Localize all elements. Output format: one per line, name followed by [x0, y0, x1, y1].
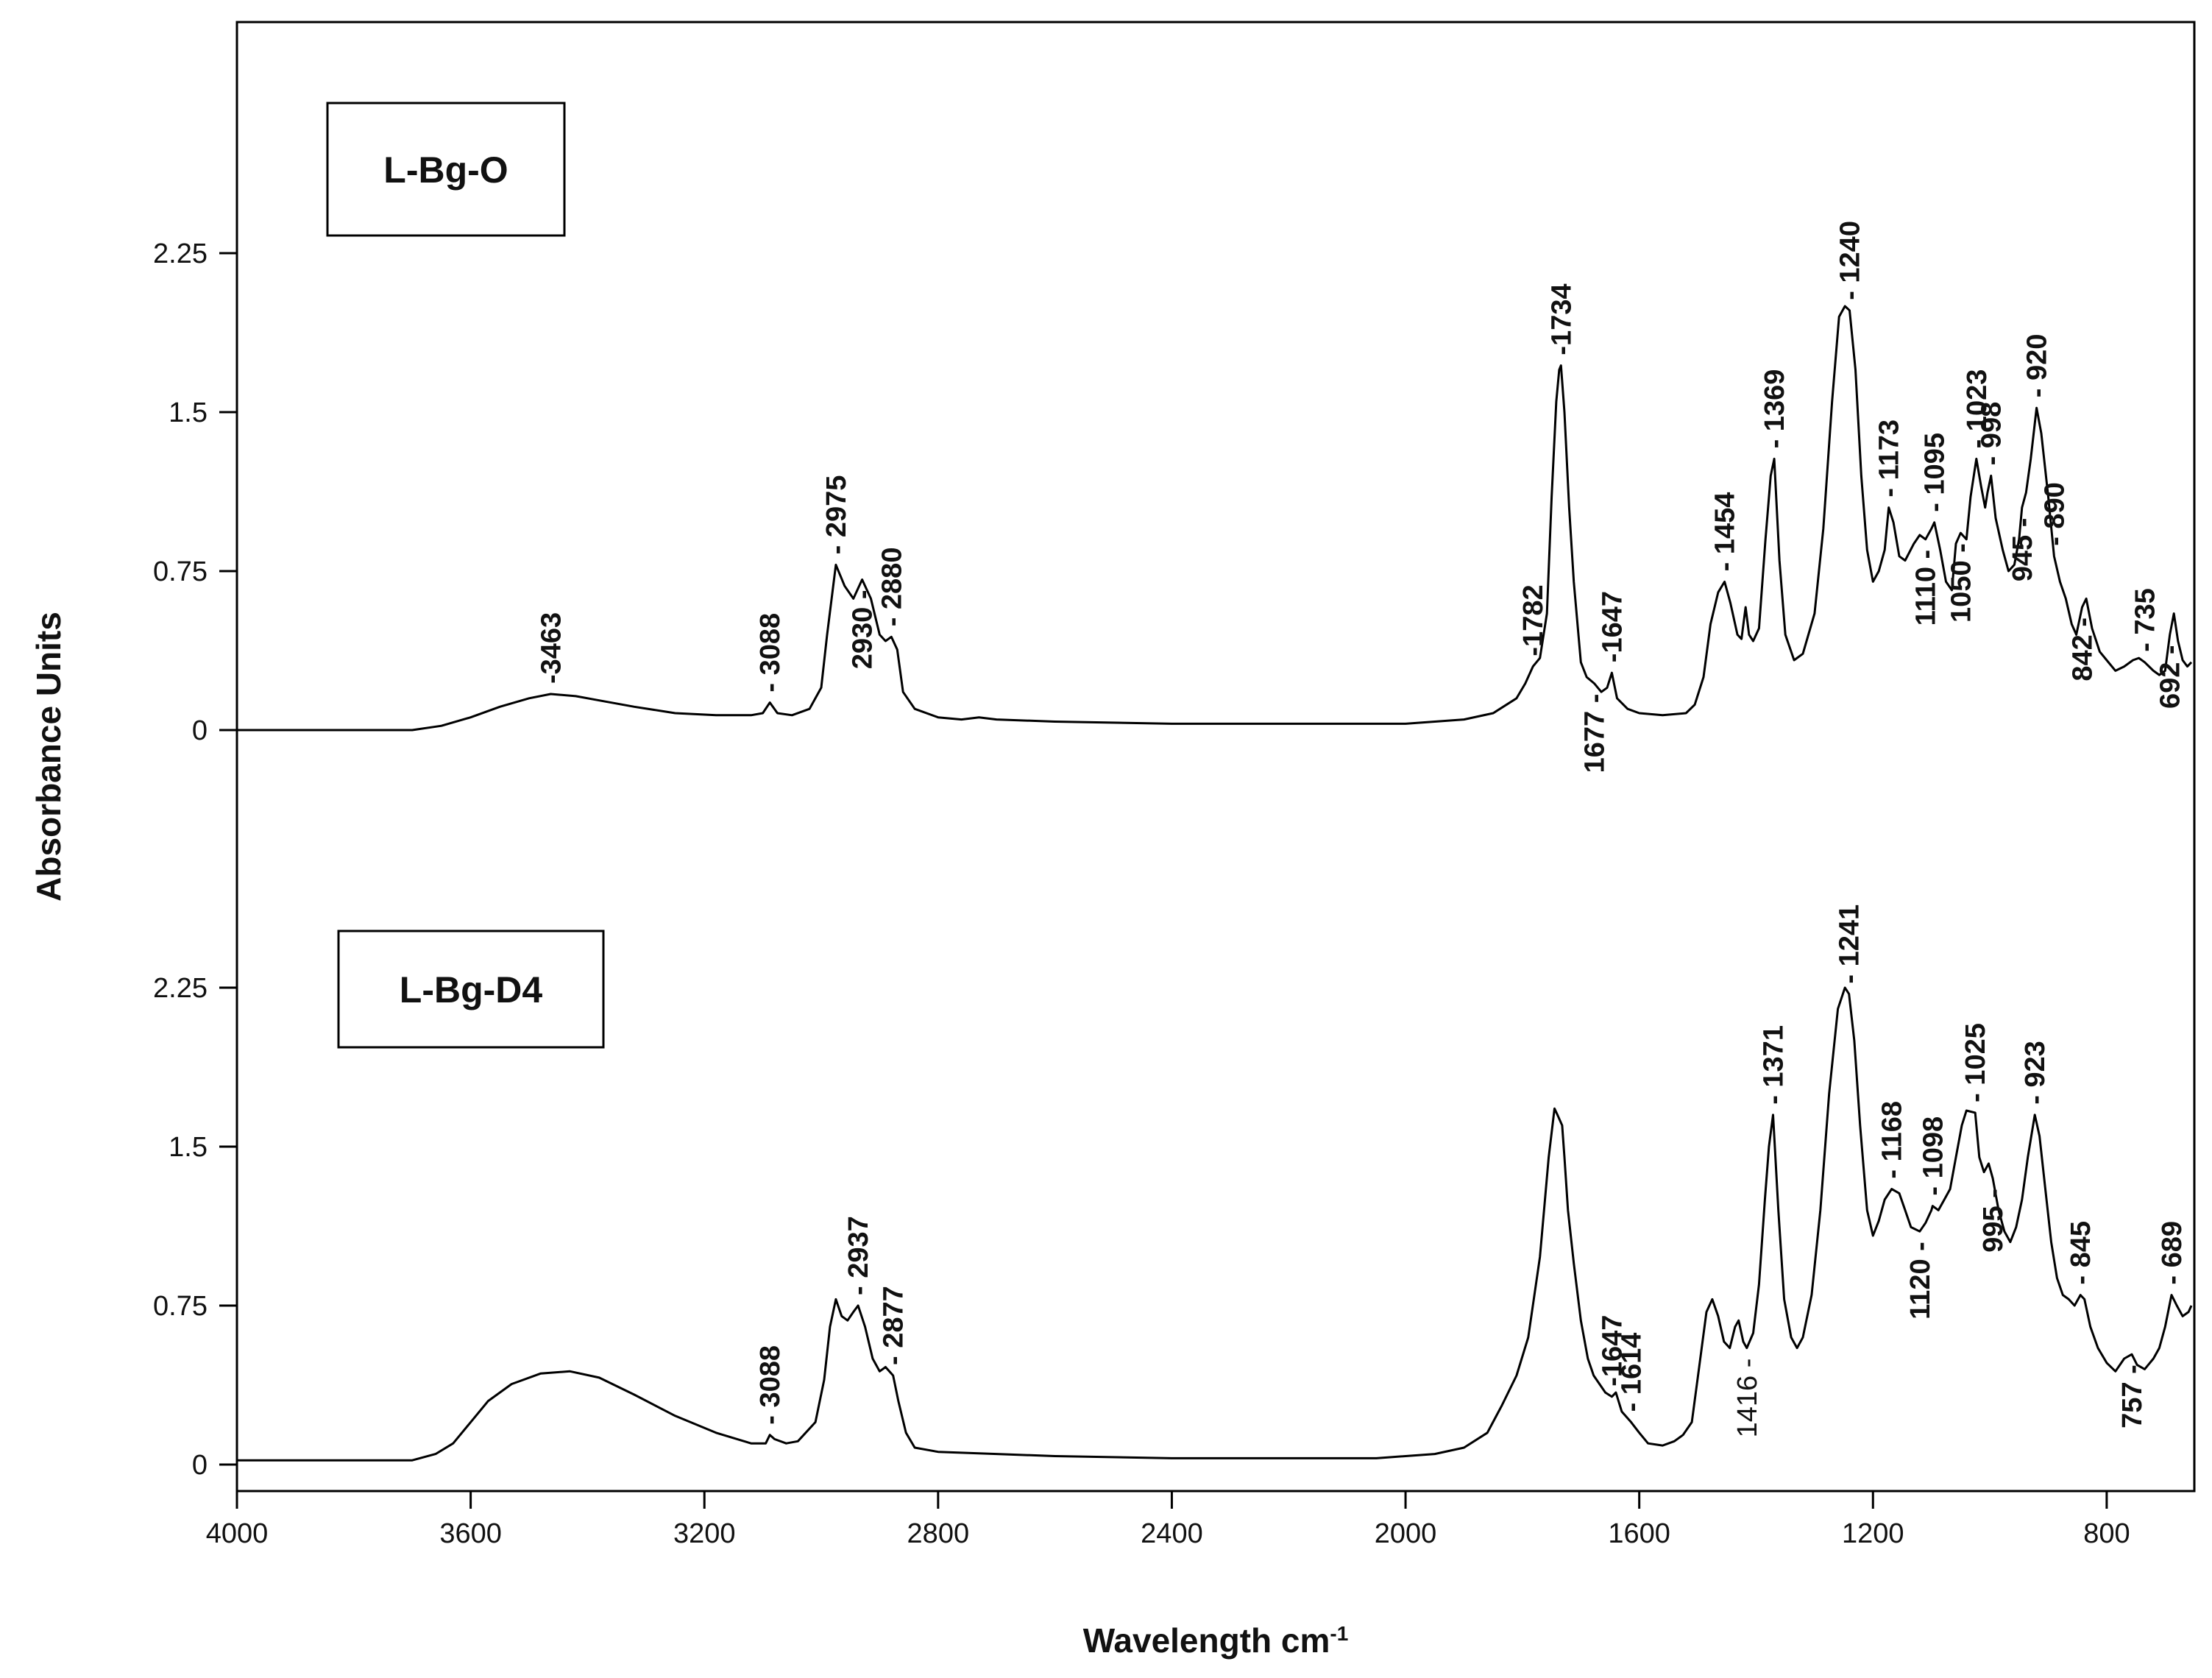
peak-label: - 890 — [2039, 482, 2070, 546]
peak-label: -1782 — [1518, 584, 1549, 656]
y-tick-label: 2.25 — [153, 238, 208, 269]
x-tick-label: 1600 — [1608, 1518, 1670, 1549]
peak-label: 842 - — [2068, 617, 2099, 682]
x-tick-label: 1200 — [1842, 1518, 1904, 1549]
x-tick-label: 800 — [2083, 1518, 2130, 1549]
peak-label: 1120 - — [1905, 1242, 1936, 1320]
peak-label: - 845 — [2066, 1221, 2096, 1285]
peak-label: 1050 - — [1946, 543, 1977, 623]
peak-label: - 1454 — [1710, 492, 1741, 572]
peak-label: 757 - — [2117, 1364, 2148, 1429]
peak-label: -3463 — [536, 612, 567, 684]
plot-frame — [235, 21, 2196, 1493]
peak-label: - 689 — [2157, 1221, 2188, 1285]
peak-label: - 998 — [1977, 402, 2007, 466]
x-axis-title-superscript: -1 — [1330, 1622, 1348, 1645]
y-tick-label: 0 — [192, 715, 208, 746]
sample-labels: L-Bg-O L-Bg-D4 — [326, 102, 605, 1049]
peak-label: -1647 — [1597, 591, 1628, 662]
peak-label: 692 - — [2155, 645, 2186, 709]
peak-label: 1110 - — [1911, 550, 1942, 626]
peak-label: 2930 - — [848, 590, 879, 670]
axis-ticks: 4000 3600 3200 2800 2400 2000 1600 1200 800 0 0.75… — [153, 238, 2130, 1549]
peak-label: 995 - — [1978, 1189, 2009, 1253]
sample-label-box — [337, 930, 605, 1049]
peak-label: - 1371 — [1759, 1025, 1790, 1105]
peak-label: - 1168 — [1877, 1101, 1908, 1179]
y-tick-label: 1.5 — [169, 1132, 208, 1163]
peak-label: - 1240 — [1835, 221, 1866, 300]
peak-label: - 1241 — [1835, 905, 1865, 984]
peak-label: - 1369 — [1759, 369, 1790, 449]
peak-label: - 2880 — [876, 548, 907, 627]
x-tick-label: 4000 — [206, 1518, 269, 1549]
peak-label: - 3088 — [755, 613, 786, 693]
peak-label: - 2975 — [821, 475, 852, 555]
peak-label: - 3088 — [755, 1345, 786, 1425]
peak-label: -1734 — [1546, 283, 1577, 355]
x-tick-label: 2800 — [907, 1518, 970, 1549]
peak-label: - 2877 — [879, 1286, 910, 1365]
sample-label: L-Bg-D4 — [400, 969, 543, 1010]
x-tick-label: 3600 — [439, 1518, 502, 1549]
sample-label: L-Bg-O — [383, 149, 508, 191]
spectra — [237, 305, 2193, 1462]
y-tick-label: 1.5 — [169, 397, 208, 428]
y-tick-label: 0.75 — [153, 556, 208, 587]
x-axis-title: Wavelength cm-1 — [1083, 1621, 1349, 1660]
peak-label: - 1095 — [1920, 433, 1951, 512]
x-tick-label: 2400 — [1141, 1518, 1203, 1549]
y-tick-label: 0 — [192, 1450, 208, 1481]
peak-label: - 2937 — [843, 1216, 874, 1295]
y-tick-label: 2.25 — [153, 973, 208, 1004]
peak-label: - 1614 — [1617, 1333, 1648, 1412]
peak-label: - 923 — [2020, 1041, 2051, 1105]
y-axis-title: Absorbance Units — [29, 612, 68, 902]
peak-label: - 1173 — [1874, 420, 1905, 498]
peak-label: 945 - — [2007, 518, 2038, 582]
peak-label: -1647 — [1597, 1315, 1628, 1387]
spectrum-line-l-bg-o — [237, 305, 2193, 732]
peak-annotations: -3463 - 3088 - 2975 2930 -- 2880 -1782 -1734 1… — [536, 221, 2188, 1437]
spectrum-line-l-bg-d4 — [237, 986, 2193, 1462]
peak-label: - 1098 — [1918, 1116, 1949, 1196]
x-tick-label: 2000 — [1375, 1518, 1437, 1549]
peak-label: - 1023 — [1962, 369, 1993, 449]
sample-label-box — [326, 102, 566, 237]
y-tick-label: 0.75 — [153, 1291, 208, 1322]
x-tick-label: 3200 — [673, 1518, 736, 1549]
peak-label: 1416 - — [1732, 1359, 1763, 1438]
peak-label: 1677 - — [1580, 694, 1611, 773]
peak-label: - 735 — [2130, 588, 2161, 652]
peak-label: - 1025 — [1960, 1023, 1991, 1102]
peak-label: - 920 — [2022, 334, 2053, 398]
